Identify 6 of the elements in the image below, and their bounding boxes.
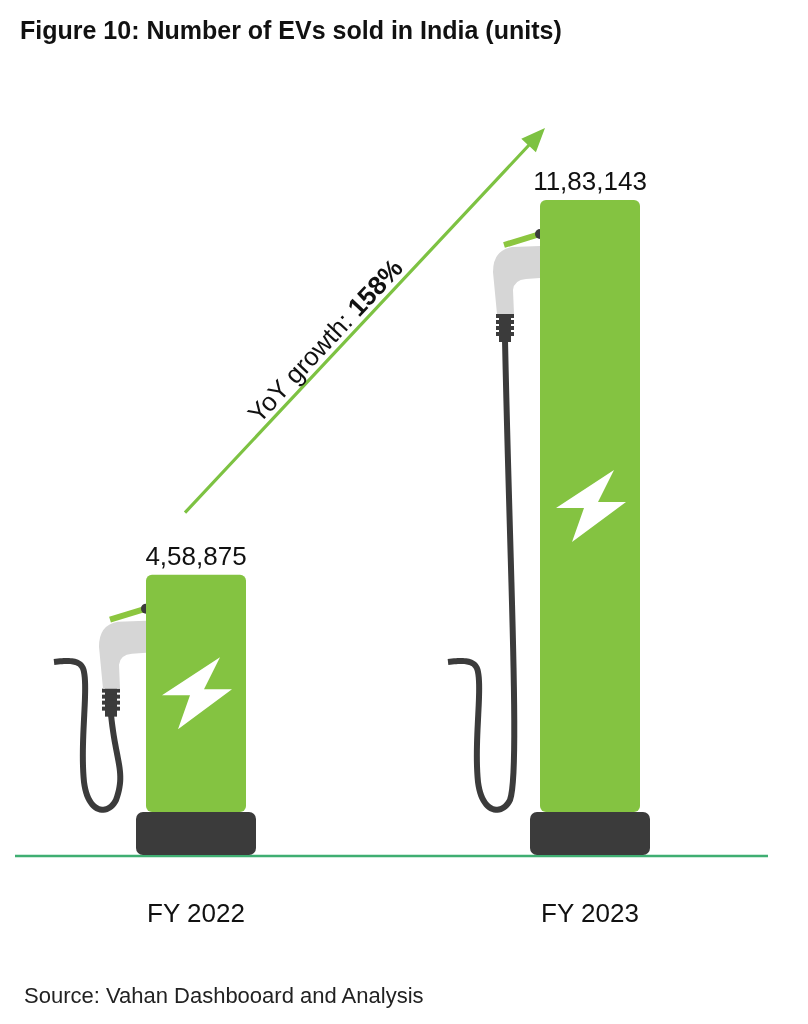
source-note: Source: Vahan Dashbooard and Analysis xyxy=(24,983,424,1008)
data-label: 4,58,875 xyxy=(145,540,247,571)
x-tick-label: FY 2022 xyxy=(147,898,245,928)
data-label: 11,83,143 xyxy=(533,166,647,196)
chart-title: Figure 10: Number of EVs sold in India (units) xyxy=(20,16,562,44)
x-tick-label: FY 2023 xyxy=(541,898,639,928)
